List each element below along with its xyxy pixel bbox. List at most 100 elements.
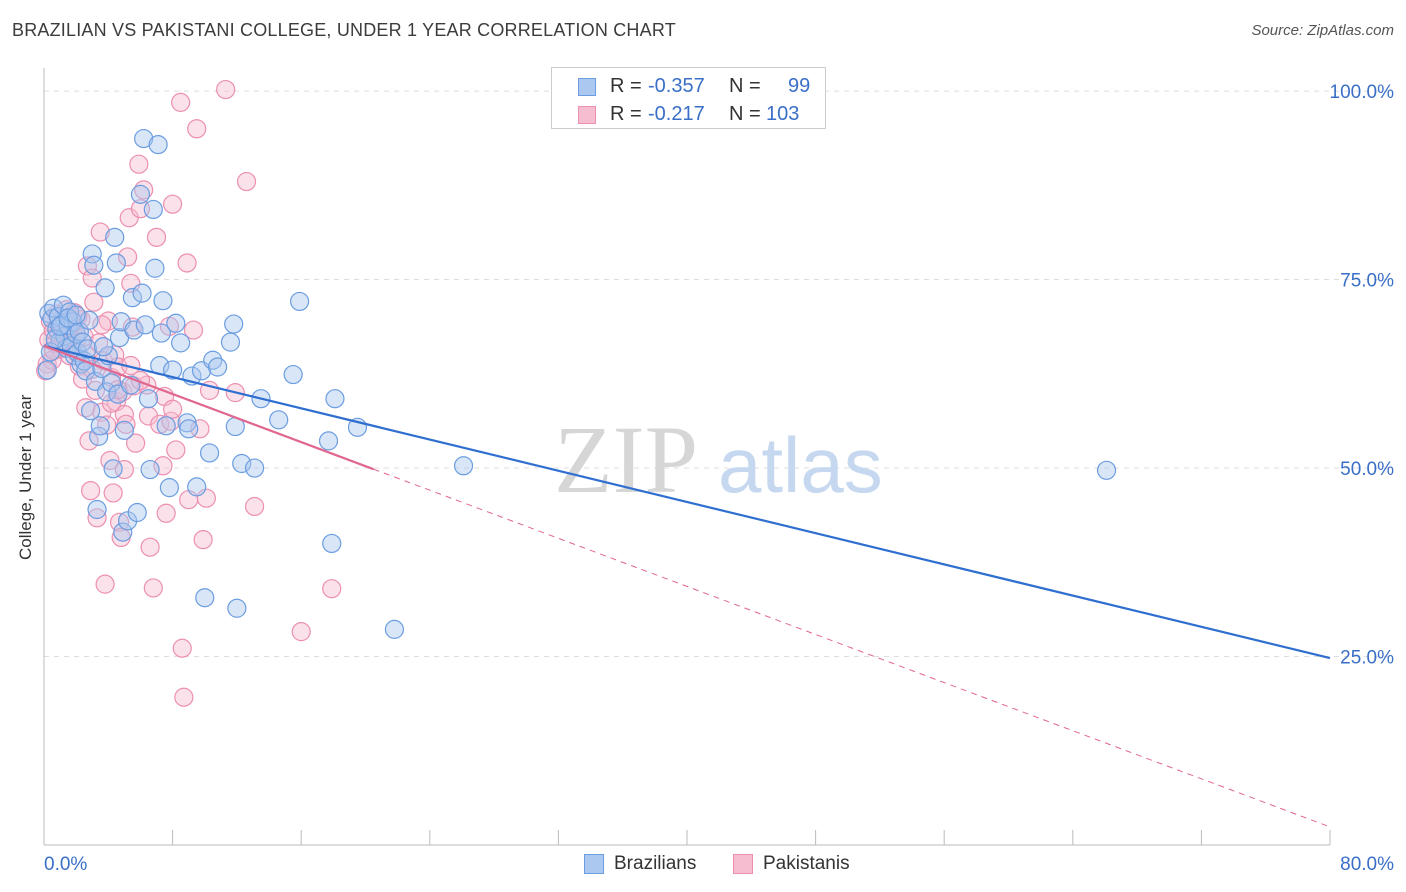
- brazilians-point-23: [81, 401, 101, 421]
- y-tick-label-1: 50.0%: [1340, 459, 1394, 480]
- brazilians-point-94: [50, 316, 70, 336]
- brazilians-point-53: [140, 459, 160, 480]
- watermark: ZIP atlas: [554, 406, 883, 513]
- pakistanis-point-31: [87, 508, 107, 528]
- brazilians-point-60: [156, 416, 176, 436]
- pakistanis-point-70: [166, 440, 186, 460]
- pakistanis-point-61: [140, 537, 160, 557]
- brazilians-point-54: [143, 199, 163, 220]
- pakistanis-point-25: [77, 256, 98, 276]
- brazilians-point-73: [208, 357, 228, 377]
- pakistanis-point-77: [187, 119, 207, 139]
- brazilians-point-86: [325, 389, 345, 409]
- legend-row-pakistanis: R = -0.217 N = 103: [552, 100, 825, 130]
- y-tick-label-3: 100.0%: [1330, 82, 1395, 103]
- pakistanis-point-76: [183, 320, 204, 340]
- brazilians-points: [37, 128, 1117, 639]
- brazilians-point-77: [227, 598, 247, 618]
- brazilians-point-56: [148, 135, 168, 155]
- legend-n-value: 103: [766, 103, 800, 125]
- brazilians-point-46: [124, 320, 144, 340]
- pakistanis-point-41: [103, 483, 123, 503]
- grid-lines: [44, 90, 1392, 658]
- legend-n-label: N =: [729, 103, 761, 125]
- pakistanis-point-62: [143, 578, 163, 598]
- brazilians-point-34: [101, 373, 122, 393]
- pakistanis-point-84: [236, 171, 257, 192]
- legend-swatch-pakistanis: [578, 106, 596, 124]
- brazilians-point-51: [135, 315, 155, 335]
- brazilians-point-85: [322, 533, 342, 554]
- brazilians-point-71: [199, 443, 220, 463]
- brazilians-point-41: [113, 522, 133, 542]
- legend-row-brazilians: R = -0.357 N = 99: [552, 72, 825, 102]
- y-axis-label: College, Under 1 year: [16, 394, 35, 560]
- pakistanis-point-37: [97, 415, 117, 435]
- brazilians-point-45: [122, 288, 143, 308]
- brazilians-point-59: [153, 291, 173, 311]
- legend-swatch-brazilians: [578, 78, 596, 96]
- x-tick-label-1: 80.0%: [1340, 854, 1394, 875]
- brazilians-point-62: [163, 360, 183, 380]
- brazilians-point-79: [244, 458, 265, 478]
- x-tick-label-0: 0.0%: [44, 854, 87, 875]
- pakistanis-point-26: [79, 431, 99, 451]
- legend-swatch-pakistanis: [733, 854, 753, 874]
- pakistanis-point-48: [114, 404, 134, 425]
- y-tick-label-0: 25.0%: [1340, 648, 1394, 669]
- pakistanis-point-29: [84, 292, 104, 312]
- legend-r-label: R =: [610, 75, 642, 97]
- brazilians-point-88: [384, 619, 405, 639]
- pakistanis-points: [36, 79, 342, 707]
- brazilians-point-25: [84, 255, 104, 275]
- brazilians-point-29: [90, 416, 110, 436]
- brazilians-point-52: [138, 389, 159, 409]
- brazilians-point-97: [77, 339, 98, 359]
- correlation-legend: R = -0.357 N = 99 R = -0.217 N = 103: [551, 67, 826, 129]
- watermark-zip: ZIP: [554, 406, 698, 513]
- pakistanis-point-95: [92, 315, 112, 335]
- pakistanis-point-73: [174, 687, 194, 707]
- legend-label-pakistanis: Pakistanis: [763, 853, 850, 874]
- legend-n-value: 99: [788, 75, 811, 97]
- brazilians-point-47: [127, 502, 147, 523]
- pakistanis-point-79: [193, 530, 213, 550]
- pakistanis-point-63: [146, 227, 167, 247]
- pakistanis-point-27: [81, 481, 101, 501]
- axes: [43, 68, 1331, 846]
- legend-r-label: R =: [610, 103, 642, 125]
- legend-r-value: -0.357: [648, 75, 705, 97]
- brazilians-point-49: [132, 283, 152, 303]
- legend-r-value: -0.217: [648, 103, 705, 125]
- brazilians-point-42: [114, 420, 134, 440]
- chart-title: BRAZILIAN VS PAKISTANI COLLEGE, UNDER 1 …: [12, 20, 676, 40]
- brazilians-point-36: [105, 227, 125, 247]
- brazilians-point-90: [1096, 460, 1117, 480]
- pakistanis-point-71: [171, 92, 191, 112]
- brazilians-point-61: [159, 478, 179, 498]
- pakistanis-point-72: [172, 638, 192, 658]
- pakistanis-point-65: [153, 456, 173, 476]
- brazilians-point-64: [171, 333, 191, 353]
- brazilians-point-50: [134, 128, 154, 149]
- pakistanis-point-88: [36, 361, 56, 381]
- pakistanis-point-87: [322, 579, 342, 599]
- pakistanis-trend-line: [43, 344, 374, 471]
- brazilians-point-58: [151, 323, 171, 343]
- brazilians-point-68: [187, 477, 207, 497]
- series-legend: Brazilians Pakistanis: [0, 852, 1406, 878]
- brazilians-point-96: [66, 305, 86, 325]
- pakistanis-point-56: [129, 154, 149, 174]
- pakistanis-point-102: [163, 399, 183, 419]
- pakistanis-point-86: [291, 622, 311, 642]
- pakistanis-point-50: [117, 247, 138, 267]
- pakistanis-trend-extension: [373, 468, 1331, 828]
- brazilians-point-98: [93, 337, 114, 357]
- pakistanis-point-33: [90, 222, 110, 242]
- brazilians-trend-line: [43, 344, 1331, 660]
- brazilians-point-43: [117, 511, 138, 531]
- brazilians-point-27: [87, 499, 107, 520]
- brazilians-point-70: [195, 588, 215, 608]
- brazilians-point-31: [95, 278, 115, 298]
